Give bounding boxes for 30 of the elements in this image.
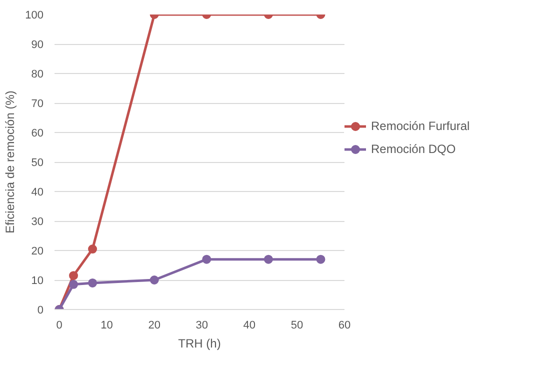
y-tick-label: 0 [37,304,44,316]
x-tick-label: 20 [148,320,160,332]
y-tick-label: 30 [31,216,44,228]
y-tick-label: 20 [31,246,44,258]
y-tick-label: 90 [31,39,44,51]
point [88,278,98,288]
point [69,280,78,289]
x-tick-label: 0 [56,320,62,332]
y-tick-label: 80 [31,68,44,80]
point [150,276,159,284]
point [264,254,273,264]
y-axis-title: Eficiencia de remoción (%) [3,90,18,234]
y-tick-label: 40 [31,186,44,198]
x-tick-label: 50 [290,320,304,332]
legend-label: Remoción DQO [371,142,456,156]
point [69,271,78,280]
y-tick-label: 50 [31,157,44,169]
point [202,254,212,264]
point [88,244,98,254]
y-tick-label: 100 [25,10,44,22]
y-tick-label: 60 [31,128,44,140]
x-tick-label: 10 [100,320,113,332]
x-tick-label: 30 [196,320,208,332]
legend-label: Remoción Furfural [371,119,470,133]
y-tick-label: 10 [31,275,44,287]
x-tick-label: 40 [243,320,256,332]
point [316,254,326,264]
x-tick-label: 60 [338,320,351,332]
x-axis-title: TRH (h) [178,336,221,350]
y-tick-label: 70 [31,98,44,110]
